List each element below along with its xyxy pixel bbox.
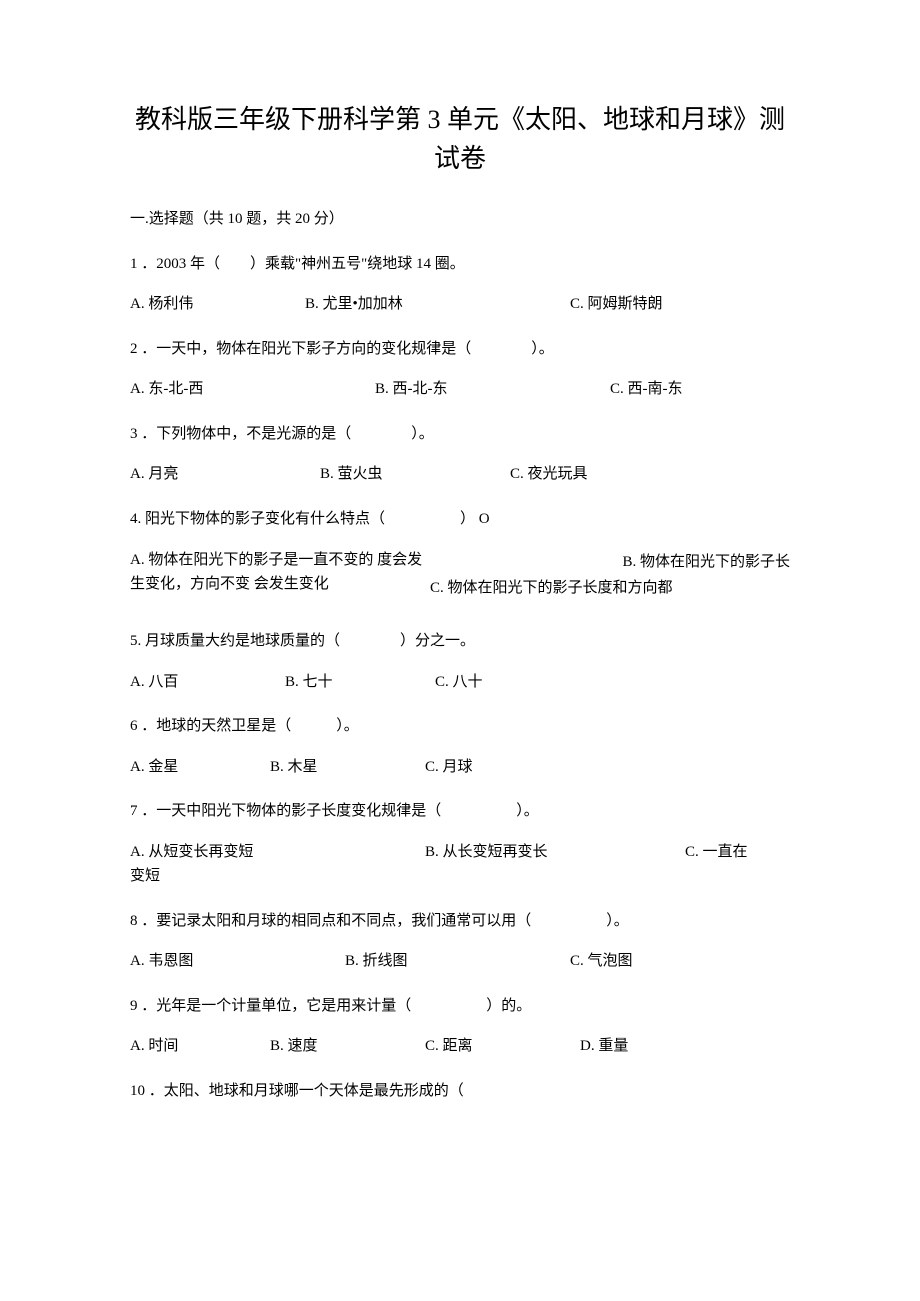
q2-stem: 2 ．一天中，物体在阳光下影子方向的变化规律是（ ）。 — [130, 338, 790, 361]
q5-option-c: C. 八十 — [435, 671, 483, 694]
q2-option-b: B. 西-北-东 — [375, 378, 610, 401]
q4-option-a: A. 物体在阳光下的影子是一直不变的 度会发生变化，方向不变 会发生变化 — [130, 548, 430, 600]
q3-option-c: C. 夜光玩具 — [510, 463, 588, 486]
question-10: 10 ．太阳、地球和月球哪一个天体是最先形成的（ — [130, 1080, 790, 1103]
q9-option-c: C. 距离 — [425, 1035, 580, 1058]
q3-stem: 3 ．下列物体中，不是光源的是（ ）。 — [130, 423, 790, 446]
question-4: 4. 阳光下物体的影子变化有什么特点（ ） O A. 物体在阳光下的影子是一直不… — [130, 508, 790, 601]
q4-option-c: C. 物体在阳光下的影子长度和方向都 — [430, 576, 790, 600]
q6-option-a: A. 金星 — [130, 756, 270, 779]
q7-option-c: C. 一直在 — [685, 841, 748, 864]
q9-option-a: A. 时间 — [130, 1035, 270, 1058]
q8-options: A. 韦恩图 B. 折线图 C. 气泡图 — [130, 950, 790, 973]
document-title: 教科版三年级下册科学第 3 单元《太阳、地球和月球》测试卷 — [130, 100, 790, 178]
q1-options: A. 杨利伟 B. 尤里•加加林 C. 阿姆斯特朗 — [130, 293, 790, 316]
question-7: 7 ．一天中阳光下物体的影子长度变化规律是（ ）。 A. 从短变长再变短 B. … — [130, 800, 790, 888]
q8-option-a: A. 韦恩图 — [130, 950, 345, 973]
question-1: 1 ．2003 年（ ）乘载"神州五号"绕地球 14 圈。 A. 杨利伟 B. … — [130, 253, 790, 316]
question-8: 8 ．要记录太阳和月球的相同点和不同点，我们通常可以用（ ）。 A. 韦恩图 B… — [130, 910, 790, 973]
q9-options: A. 时间 B. 速度 C. 距离 D. 重量 — [130, 1035, 790, 1058]
q4-option-b: B. 物体在阳光下的影子长 — [430, 550, 790, 574]
q5-options: A. 八百 B. 七十 C. 八十 — [130, 671, 790, 694]
q7-option-c-cont: 变短 — [130, 865, 790, 888]
q3-options: A. 月亮 B. 萤火虫 C. 夜光玩具 — [130, 463, 790, 486]
q7-stem: 7 ．一天中阳光下物体的影子长度变化规律是（ ）。 — [130, 800, 790, 823]
q1-option-b: B. 尤里•加加林 — [305, 293, 570, 316]
q3-option-b: B. 萤火虫 — [320, 463, 510, 486]
q1-stem: 1 ．2003 年（ ）乘载"神州五号"绕地球 14 圈。 — [130, 253, 790, 276]
q6-stem: 6 ．地球的天然卫星是（ ）。 — [130, 715, 790, 738]
q7-option-a: A. 从短变长再变短 — [130, 841, 425, 864]
q4-options: A. 物体在阳光下的影子是一直不变的 度会发生变化，方向不变 会发生变化 B. … — [130, 548, 790, 600]
q1-option-c: C. 阿姆斯特朗 — [570, 293, 663, 316]
question-2: 2 ．一天中，物体在阳光下影子方向的变化规律是（ ）。 A. 东-北-西 B. … — [130, 338, 790, 401]
q9-stem: 9 ．光年是一个计量单位，它是用来计量（ ）的。 — [130, 995, 790, 1018]
q3-option-a: A. 月亮 — [130, 463, 320, 486]
question-9: 9 ．光年是一个计量单位，它是用来计量（ ）的。 A. 时间 B. 速度 C. … — [130, 995, 790, 1058]
q6-option-b: B. 木星 — [270, 756, 425, 779]
q8-stem: 8 ．要记录太阳和月球的相同点和不同点，我们通常可以用（ ）。 — [130, 910, 790, 933]
section-1-header: 一.选择题（共 10 题，共 20 分） — [130, 208, 790, 231]
q6-options: A. 金星 B. 木星 C. 月球 — [130, 756, 790, 779]
q9-option-d: D. 重量 — [580, 1035, 628, 1058]
q2-option-a: A. 东-北-西 — [130, 378, 375, 401]
q7-option-b: B. 从长变短再变长 — [425, 841, 685, 864]
q8-option-c: C. 气泡图 — [570, 950, 633, 973]
q6-option-c: C. 月球 — [425, 756, 473, 779]
q10-stem: 10 ．太阳、地球和月球哪一个天体是最先形成的（ — [130, 1080, 790, 1103]
q2-options: A. 东-北-西 B. 西-北-东 C. 西-南-东 — [130, 378, 790, 401]
question-6: 6 ．地球的天然卫星是（ ）。 A. 金星 B. 木星 C. 月球 — [130, 715, 790, 778]
q1-option-a: A. 杨利伟 — [130, 293, 305, 316]
q7-options: A. 从短变长再变短 B. 从长变短再变长 C. 一直在 — [130, 841, 790, 864]
q8-option-b: B. 折线图 — [345, 950, 570, 973]
question-3: 3 ．下列物体中，不是光源的是（ ）。 A. 月亮 B. 萤火虫 C. 夜光玩具 — [130, 423, 790, 486]
question-5: 5. 月球质量大约是地球质量的（ ）分之一。 A. 八百 B. 七十 C. 八十 — [130, 630, 790, 693]
q4-stem: 4. 阳光下物体的影子变化有什么特点（ ） O — [130, 508, 790, 531]
q2-option-c: C. 西-南-东 — [610, 378, 683, 401]
q5-option-b: B. 七十 — [285, 671, 435, 694]
q5-option-a: A. 八百 — [130, 671, 285, 694]
q9-option-b: B. 速度 — [270, 1035, 425, 1058]
q5-stem: 5. 月球质量大约是地球质量的（ ）分之一。 — [130, 630, 790, 653]
